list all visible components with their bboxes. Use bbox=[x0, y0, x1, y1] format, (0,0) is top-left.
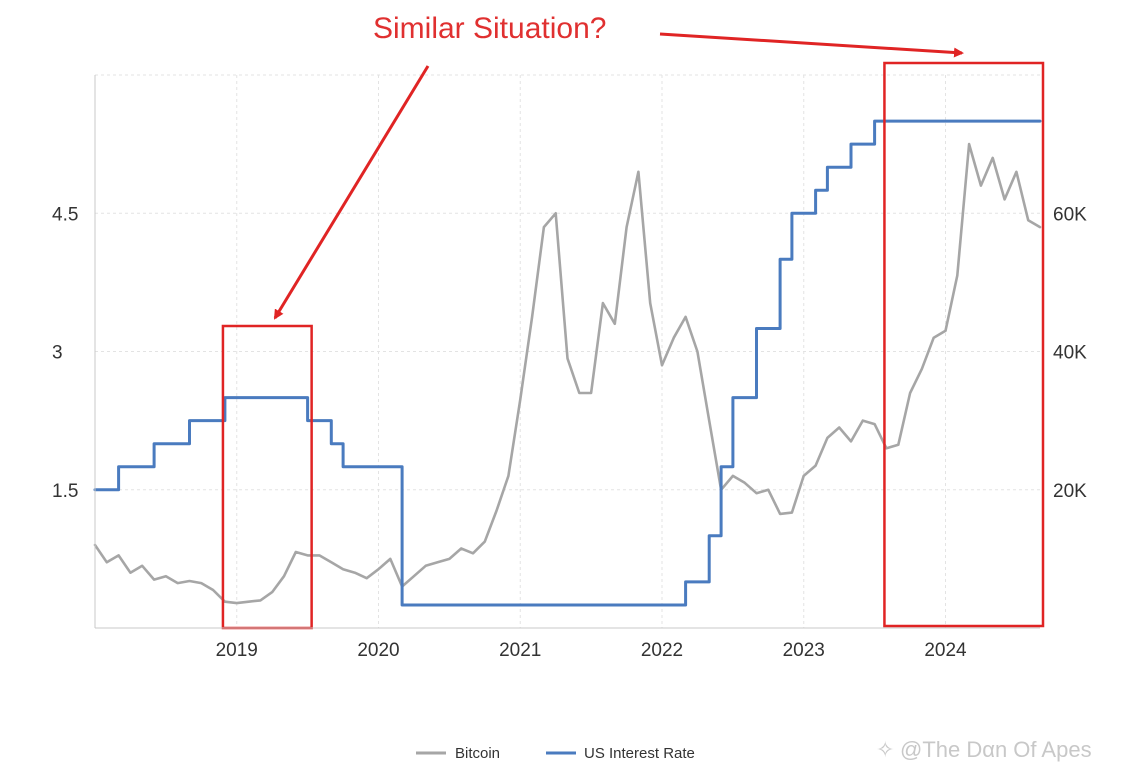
series-line-us-interest-rate bbox=[93, 119, 1042, 607]
arrow-right bbox=[659, 32, 964, 58]
x-tick-label: 2019 bbox=[216, 640, 258, 661]
chart-title: Similar Situation? bbox=[373, 12, 606, 45]
series-layer bbox=[93, 119, 1042, 607]
highlight-box bbox=[221, 324, 313, 630]
watermark-icon: ✧ bbox=[876, 737, 894, 762]
highlight-layer bbox=[221, 61, 1045, 630]
legend: Bitcoin US Interest Rate bbox=[416, 745, 695, 762]
y-left-tick-label: 1.5 bbox=[52, 481, 78, 502]
watermark-text: @The Dαn Of Apes bbox=[900, 737, 1092, 762]
y-right-tick-label: 40K bbox=[1053, 343, 1087, 364]
axes: 2019 2020 2021 2022 2023 2024 1.5 3 4.5 20K 40K 60K bbox=[52, 75, 1087, 661]
series-line-bitcoin bbox=[93, 142, 1042, 605]
arrow-left bbox=[273, 65, 430, 320]
x-tick-label: 2022 bbox=[641, 640, 683, 661]
x-tick-label: 2021 bbox=[499, 640, 541, 661]
watermark: ✧ @The Dαn Of Apes bbox=[876, 737, 1092, 762]
legend-bitcoin-label: Bitcoin bbox=[455, 745, 500, 762]
y-left-tick-label: 4.5 bbox=[52, 204, 78, 225]
grid bbox=[94, 74, 1040, 628]
y-left-tick-label: 3 bbox=[52, 343, 63, 364]
x-tick-label: 2023 bbox=[783, 640, 825, 661]
legend-rate-label: US Interest Rate bbox=[584, 745, 695, 762]
x-tick-label: 2020 bbox=[357, 640, 399, 661]
highlight-box bbox=[883, 61, 1045, 628]
y-right-tick-label: 20K bbox=[1053, 481, 1087, 502]
x-tick-label: 2024 bbox=[924, 640, 967, 661]
y-right-tick-label: 60K bbox=[1053, 204, 1087, 225]
